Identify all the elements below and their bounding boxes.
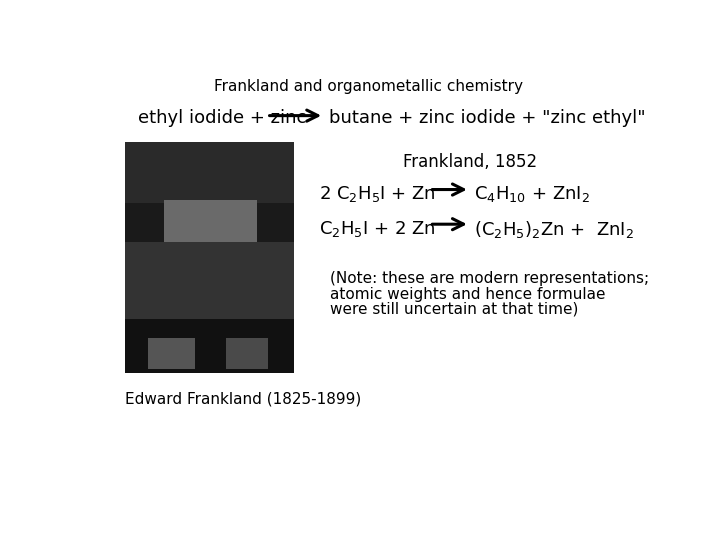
Text: Frankland, 1852: Frankland, 1852 xyxy=(402,153,537,171)
Bar xyxy=(125,257,294,373)
Text: C$_4$H$_{10}$ + ZnI$_2$: C$_4$H$_{10}$ + ZnI$_2$ xyxy=(474,184,590,204)
Bar xyxy=(125,142,294,204)
Text: Edward Frankland (1825-1899): Edward Frankland (1825-1899) xyxy=(125,392,361,406)
Text: 2 C$_2$H$_5$I + Zn: 2 C$_2$H$_5$I + Zn xyxy=(319,184,436,204)
Text: (Note: these are modern representations;: (Note: these are modern representations; xyxy=(330,271,649,286)
Bar xyxy=(163,200,256,261)
Bar xyxy=(148,338,194,369)
Bar xyxy=(125,142,294,373)
Text: C$_2$H$_5$I + 2 Zn: C$_2$H$_5$I + 2 Zn xyxy=(319,219,436,239)
Text: (C$_2$H$_5$)$_2$Zn +  ZnI$_2$: (C$_2$H$_5$)$_2$Zn + ZnI$_2$ xyxy=(474,219,634,240)
Text: Frankland and organometallic chemistry: Frankland and organometallic chemistry xyxy=(215,79,523,93)
Text: butane + zinc iodide + "zinc ethyl": butane + zinc iodide + "zinc ethyl" xyxy=(329,110,645,127)
Text: atomic weights and hence formulae: atomic weights and hence formulae xyxy=(330,287,606,301)
Text: ethyl iodide + zinc: ethyl iodide + zinc xyxy=(138,110,307,127)
Bar xyxy=(125,242,294,319)
Text: were still uncertain at that time): were still uncertain at that time) xyxy=(330,302,579,317)
Bar xyxy=(225,338,269,369)
